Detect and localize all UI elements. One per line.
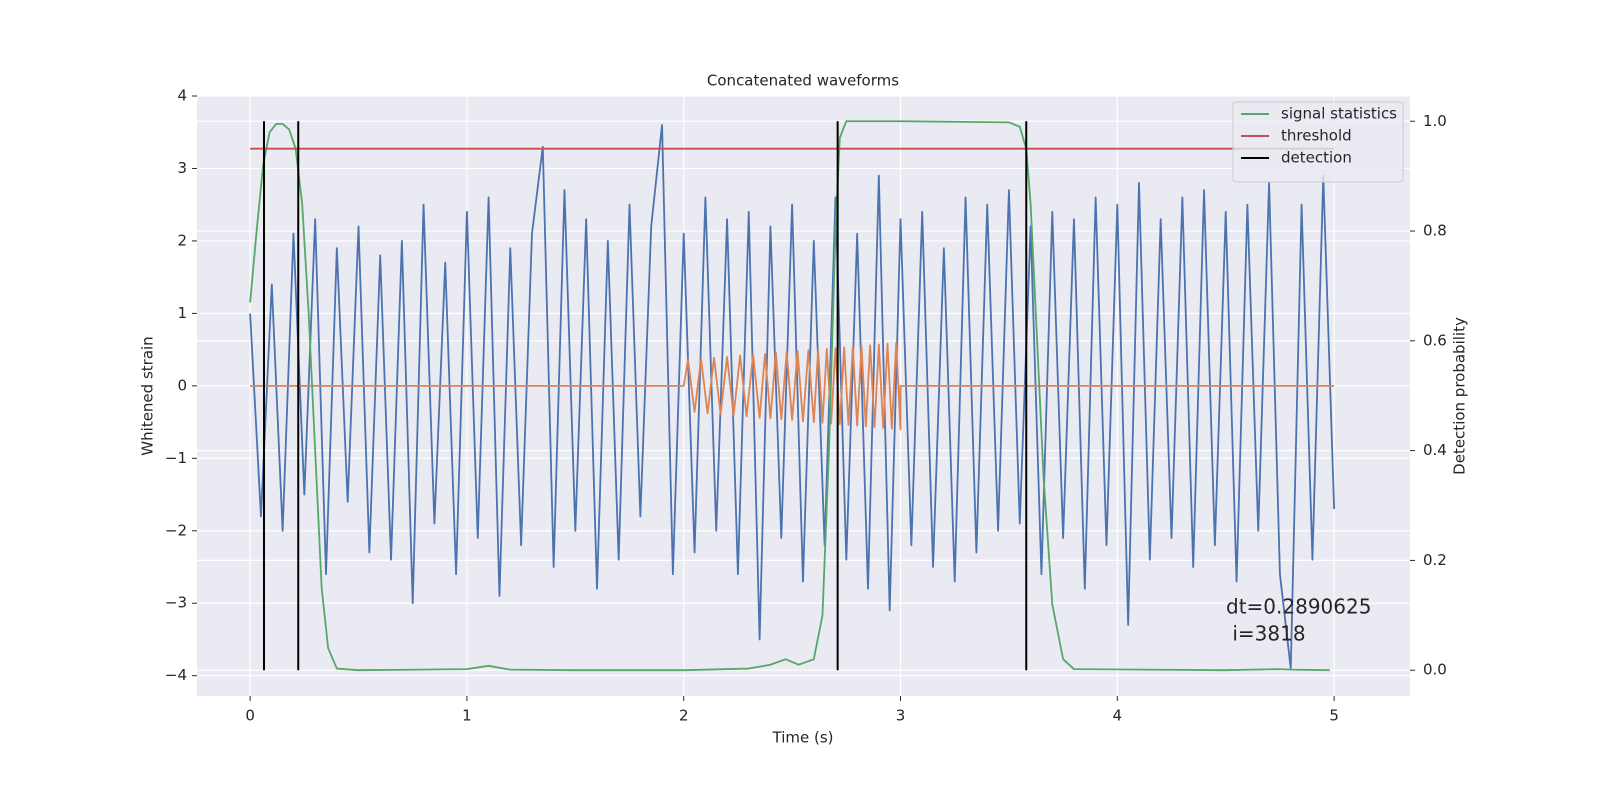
y-axis-label: Whitened strain bbox=[139, 336, 157, 455]
legend-label: threshold bbox=[1281, 127, 1352, 145]
y2-tick-label: 0.6 bbox=[1423, 331, 1447, 349]
y-tick-label: 0 bbox=[177, 376, 187, 394]
y-tick-label: 3 bbox=[177, 159, 187, 177]
y2-axis-label: Detection probability bbox=[1451, 317, 1469, 475]
annotation: i=3818 bbox=[1226, 622, 1306, 646]
annotation: dt=0.2890625 bbox=[1226, 595, 1371, 619]
chart-title: Concatenated waveforms bbox=[707, 72, 899, 90]
y-tick-label: −2 bbox=[165, 521, 187, 539]
y-tick-label: 2 bbox=[177, 231, 187, 249]
x-tick-label: 3 bbox=[896, 707, 906, 725]
y-tick-label: −3 bbox=[165, 594, 187, 612]
series-line bbox=[249, 120, 1330, 672]
waveform-line bbox=[250, 342, 1335, 431]
x-tick-label: 2 bbox=[679, 707, 689, 725]
legend-label: detection bbox=[1281, 149, 1352, 167]
y-tick-label: 4 bbox=[177, 87, 187, 105]
x-tick-label: 5 bbox=[1329, 707, 1339, 725]
x-tick-label: 0 bbox=[245, 707, 255, 725]
y2-tick-label: 0.2 bbox=[1423, 551, 1447, 569]
y-tick-label: −1 bbox=[165, 449, 187, 467]
y2-tick-label: 0.0 bbox=[1423, 661, 1447, 679]
y2-tick-label: 0.8 bbox=[1423, 222, 1447, 240]
legend-label: signal statistics bbox=[1281, 105, 1397, 123]
y2-tick-label: 1.0 bbox=[1423, 112, 1447, 130]
x-axis-label: Time (s) bbox=[772, 729, 834, 747]
y-tick-label: −4 bbox=[165, 666, 187, 684]
legend-box bbox=[1232, 101, 1404, 183]
y2-tick-label: 0.4 bbox=[1423, 441, 1447, 459]
x-tick-label: 1 bbox=[462, 707, 472, 725]
legend: signal statistics threshold detection bbox=[1232, 101, 1404, 183]
waveform-line bbox=[249, 124, 1336, 670]
x-tick-label: 4 bbox=[1113, 707, 1123, 725]
plot-area bbox=[197, 96, 1410, 696]
y-tick-label: 1 bbox=[177, 304, 187, 322]
